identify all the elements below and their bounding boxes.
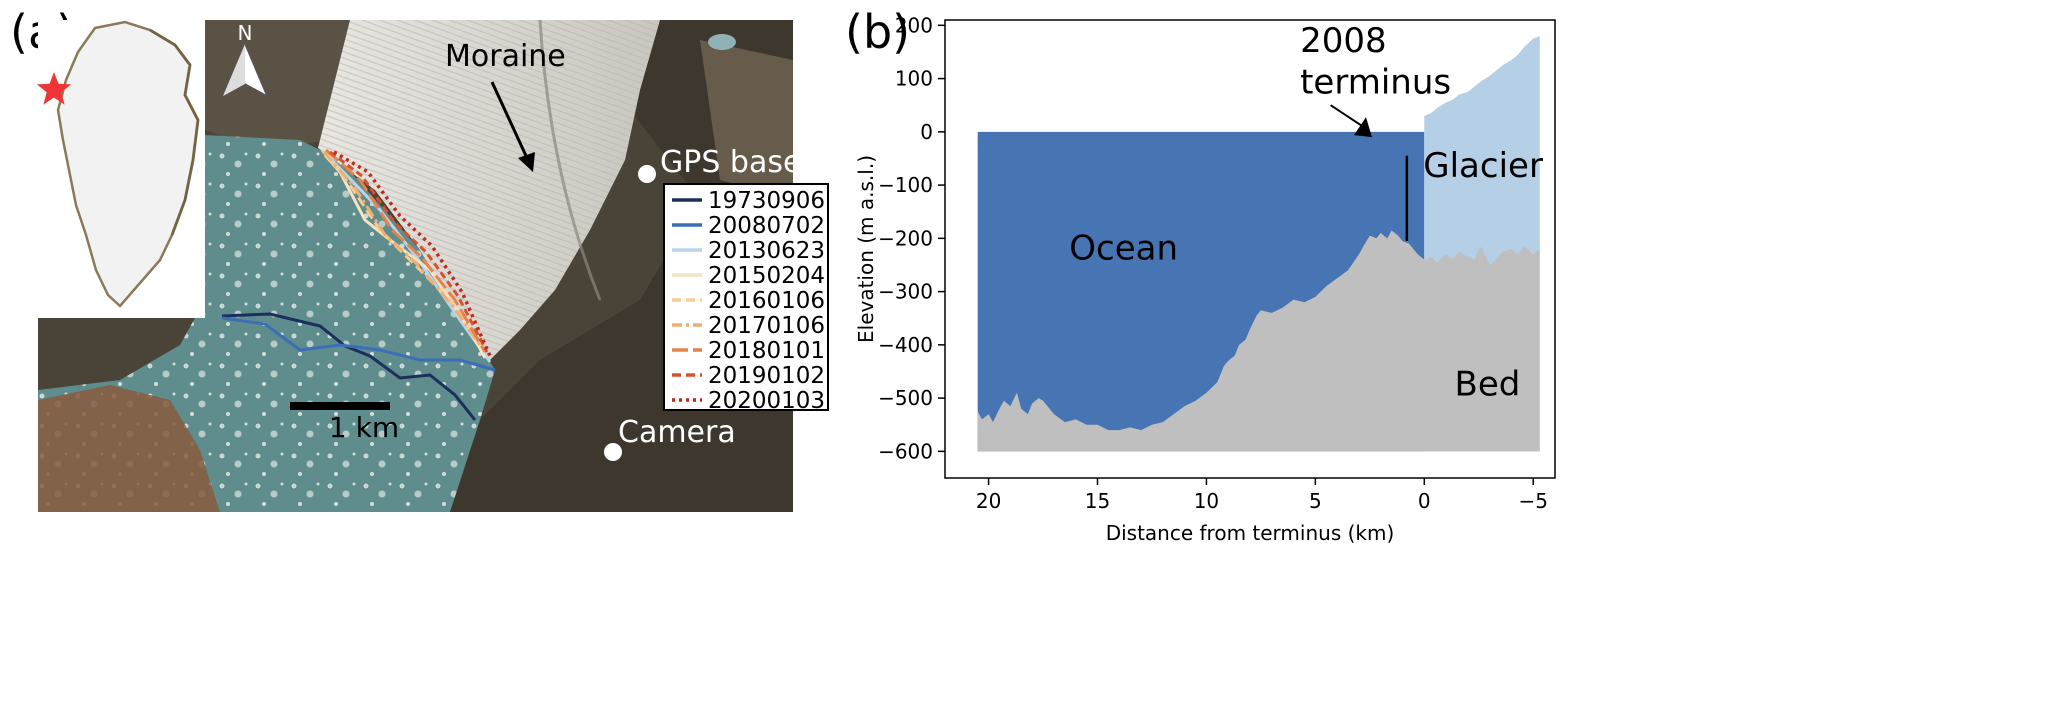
- x-tick-label: −5: [1518, 489, 1547, 513]
- gps-base-marker: [638, 165, 656, 183]
- pond: [708, 34, 736, 50]
- x-axis-label: Distance from terminus (km): [1106, 521, 1395, 545]
- legend-label: 20130623: [708, 238, 825, 264]
- y-tick-label: −400: [878, 333, 933, 357]
- legend-label: 20080702: [708, 213, 825, 239]
- terminus-20200103: [333, 150, 492, 357]
- x-tick-label: 0: [1418, 489, 1431, 513]
- legend-label: 19730906: [708, 188, 825, 214]
- y-tick-label: 200: [895, 13, 933, 37]
- elevation-chart: Ocean Glacier Bed 2008 terminus 20 15 10 5 0…: [854, 13, 1556, 545]
- terminus-lines: [221, 148, 496, 421]
- x-tick-label: 15: [1085, 489, 1110, 513]
- y-tick-label: −200: [878, 226, 933, 250]
- panel-a: (a): [10, 5, 829, 512]
- ocean-label: Ocean: [1069, 229, 1178, 269]
- legend-label: 20200103: [708, 388, 825, 414]
- scale-bar: [290, 402, 390, 410]
- axes-frame: [944, 19, 1556, 479]
- legend-label: 20170106: [708, 313, 825, 339]
- moraine-arrow-icon: [518, 152, 535, 172]
- legend-label: 20160106: [708, 288, 825, 314]
- terminus-2008-arrow: [1330, 104, 1365, 128]
- terminus-20080702: [221, 316, 496, 372]
- legend-label: 20180101: [708, 338, 825, 364]
- red-star-icon: [36, 72, 72, 105]
- north-arrow: N: [221, 21, 269, 98]
- y-tick-label: −300: [878, 280, 933, 304]
- terminus-19730906: [221, 312, 477, 421]
- y-tick-label: −100: [878, 173, 933, 197]
- x-tick-label: 5: [1309, 489, 1322, 513]
- terminus-annotation-line2: terminus: [1300, 62, 1451, 102]
- y-ticks: 200 100 0 −100 −200 −300 −400 −500 −600: [878, 13, 945, 463]
- legend-label: 20190102: [708, 363, 825, 389]
- y-tick-label: 100: [895, 67, 933, 91]
- x-tick-label: 10: [1194, 489, 1219, 513]
- terminus-2008-arrowhead-icon: [1354, 117, 1372, 138]
- north-label: N: [238, 21, 253, 45]
- y-tick-label: −500: [878, 386, 933, 410]
- y-axis-label: Elevation (m a.s.l.): [854, 155, 878, 343]
- terminus-20170106: [322, 151, 484, 349]
- y-tick-label: −600: [878, 439, 933, 463]
- terminus-legend: 1973090620080702201306232015020420160106…: [663, 183, 829, 414]
- bed-area: [977, 230, 1540, 452]
- glacier-label: Glacier: [1423, 146, 1543, 186]
- x-ticks: 20 15 10 5 0 −5: [976, 478, 1548, 513]
- scale-bar-label: 1 km: [329, 411, 399, 444]
- panel-b-label: (b): [845, 5, 910, 59]
- x-tick-label: 20: [976, 489, 1001, 513]
- bed-label: Bed: [1455, 364, 1521, 404]
- terminus-20190102: [329, 150, 489, 353]
- greenland-locator-inset: [36, 20, 205, 318]
- camera-label: Camera: [618, 415, 736, 450]
- moraine-label: Moraine: [445, 39, 566, 74]
- terminus-annotation-line1: 2008: [1300, 21, 1387, 61]
- legend-label: 20150204: [708, 263, 825, 289]
- y-tick-label: 0: [920, 120, 933, 144]
- camera-marker: [604, 443, 622, 461]
- panel-b: (b) Ocean Glacier Bed 2008 terminus 20 15…: [845, 5, 1556, 545]
- gps-base-label: GPS base: [660, 145, 801, 180]
